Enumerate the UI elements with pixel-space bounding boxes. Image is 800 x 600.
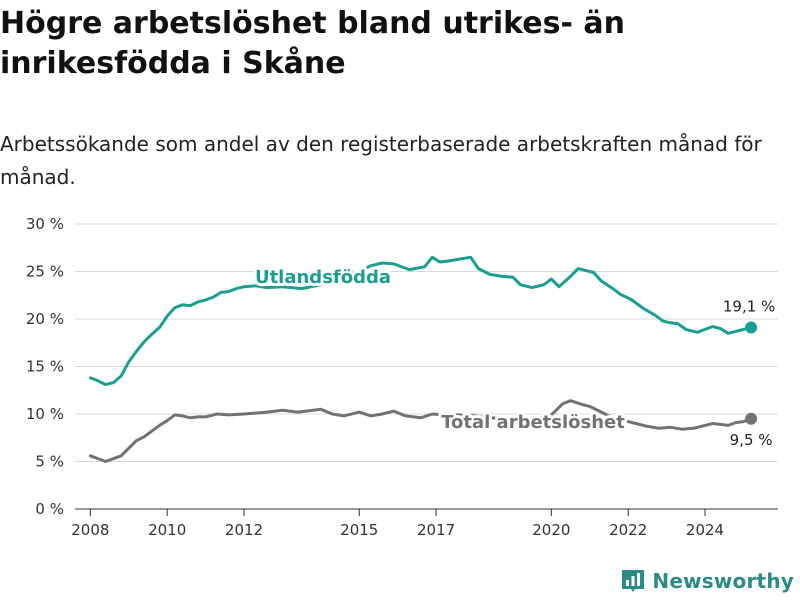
y-tick-label: 25 %: [26, 263, 64, 281]
series-lines: [88, 255, 758, 463]
chart-subtitle: Arbetssökande som andel av den registerb…: [0, 132, 762, 189]
series-end-marker: [745, 321, 758, 334]
series-line: [88, 255, 753, 387]
y-tick-label: 10 %: [26, 405, 64, 423]
gridlines: [75, 223, 778, 510]
y-axis: 0 % 5 % 10 % 15 % 20 % 25 % 30 %: [26, 215, 64, 518]
x-tick-label: 2008: [71, 521, 109, 539]
chart-title: Högre arbetslöshet bland utrikes- än inr…: [0, 6, 625, 81]
series-name-label: Total arbetslöshet: [441, 412, 625, 433]
x-tick-label: 2024: [686, 521, 724, 539]
series-line: [88, 399, 753, 463]
newsworthy-logo: Newsworthy: [620, 568, 794, 594]
brand-name: Newsworthy: [652, 569, 794, 593]
series-labels: 19,1 % 9,5 % Utlandsfödda Total arbetslöshe…: [252, 264, 775, 449]
x-tick-label: 2010: [148, 521, 186, 539]
x-tick-label: 2020: [532, 521, 570, 539]
y-tick-label: 30 %: [26, 215, 64, 233]
x-tick-label: 2017: [417, 521, 455, 539]
x-tick-label: 2012: [225, 521, 263, 539]
y-tick-label: 0 %: [35, 500, 64, 518]
x-axis: 2008 2010 2012 2015 2017 2020 2022 2024: [71, 509, 724, 539]
series-end-value-label: 19,1 %: [723, 298, 775, 316]
y-tick-label: 20 %: [26, 310, 64, 328]
x-tick-label: 2022: [609, 521, 647, 539]
newsworthy-logo-icon: [622, 570, 645, 592]
series-name-label: Utlandsfödda: [255, 267, 391, 288]
series-end-value-label: 9,5 %: [730, 431, 773, 449]
x-tick-label: 2015: [340, 521, 378, 539]
y-tick-label: 5 %: [35, 453, 64, 471]
y-tick-label: 15 %: [26, 358, 64, 376]
series-end-marker: [745, 412, 758, 425]
